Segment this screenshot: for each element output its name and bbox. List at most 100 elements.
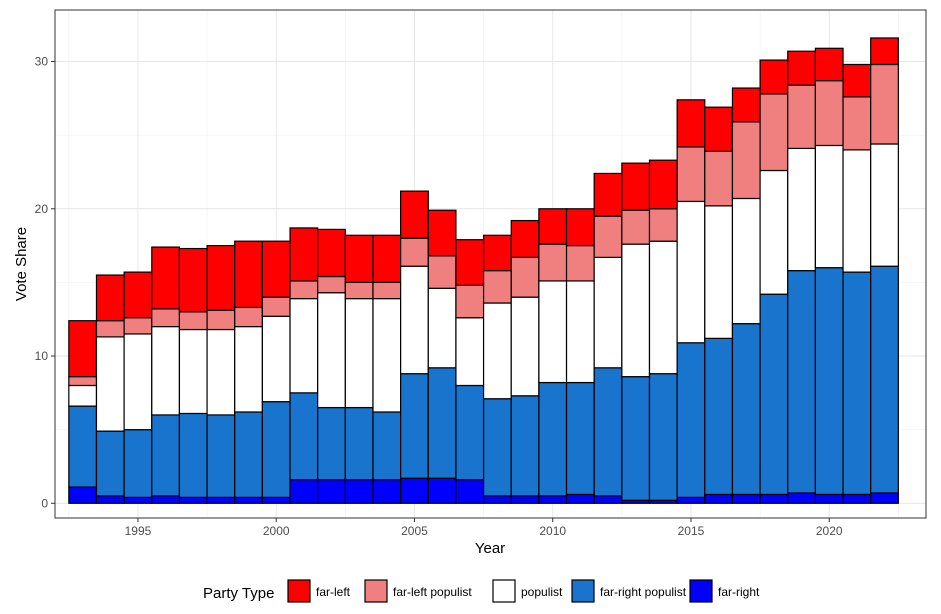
bar-segment-far-left-populist [593,215,623,258]
bar-segment-far-right-populist [731,323,761,496]
bar-segment-far-left-populist [344,281,374,300]
bar-segment-far-left-populist [317,275,346,294]
bar-segment-far-right [178,496,208,504]
bar-segment-far-left [787,50,816,86]
bar-segment-far-left [676,99,706,148]
bar-segment-far-left [510,219,540,258]
bar-segment-far-left-populist [731,121,761,200]
bar-segment-populist [261,315,291,403]
bar-segment-far-left [372,234,402,284]
bar-segment-populist [123,333,153,431]
bar-segment-far-right [814,493,844,504]
bar-segment-far-left [482,234,512,272]
bar-segment-far-right-populist [400,373,429,479]
bar-segment-populist [787,147,816,272]
bar-segment-far-right-populist [759,293,789,496]
legend-key-far-left-populist [364,579,388,603]
bar-segment-populist [151,325,181,416]
legend: Party Type far-left far-left populist popu… [203,579,760,603]
bar-segment-far-left-populist [123,317,153,335]
bar-segment-populist [621,243,651,378]
bar-segment-far-left [621,162,651,211]
legend-title: Party Type [203,585,274,602]
bar-segment-populist [842,149,872,273]
x-tick-label: 2010 [539,524,566,538]
bar-segment-far-right [870,492,899,504]
bar-segment-populist [482,302,512,400]
bar-segment-far-left-populist [538,243,568,282]
bar-segment-far-left [842,63,872,98]
bar-segment-far-right-populist [704,337,734,496]
x-tick-label: 2015 [678,524,705,538]
bar-segment-far-left-populist [704,150,734,207]
bar-segment-far-right [123,496,153,504]
bar-segment-far-right-populist [151,414,181,497]
x-tick-label: 1995 [125,524,152,538]
bar-segment-populist [317,292,346,409]
bar-segment-far-right-populist [344,406,374,481]
legend-label-far-left: far-left [316,585,351,599]
bar-segment-far-right-populist [676,342,706,498]
bar-segment-populist [814,144,844,269]
bar-segment-far-left-populist [565,244,595,282]
bar-segment-far-left [427,209,457,257]
bar-segment-far-left-populist [400,237,429,267]
y-tick-label: 20 [35,202,49,216]
bar-segment-far-left [261,240,291,298]
bar-segment-populist [731,197,761,325]
bar-segment-far-left-populist [787,84,816,150]
bar-segment-far-right [565,493,595,504]
bar-segment-populist [870,143,899,267]
x-tick-label: 2020 [816,524,843,538]
bar-segment-far-left-populist [151,308,181,328]
bar-segment-far-right [510,495,540,504]
bar-segment-far-left-populist [178,311,208,331]
bar-segment-far-left [648,159,678,210]
bar-segment-far-right-populist [261,401,291,498]
bar-segment-far-left [870,37,899,66]
bar-segment-far-left [400,190,429,239]
legend-key-far-right-populist [571,579,595,603]
legend-key-far-left [287,579,311,603]
x-axis-title: Year [475,540,505,557]
bar-segment-far-right [95,495,125,504]
bar-segment-far-right-populist [206,414,236,498]
bar-segment-far-left [178,247,208,313]
bar-segment-far-right [206,496,236,504]
legend-label-far-right-populist: far-right populist [600,585,687,599]
bar-segment-populist [372,298,402,413]
bar-segment-far-right-populist [482,398,512,497]
bar-segment-populist [289,298,319,394]
bar-segment-far-right-populist [842,271,872,496]
bar-segment-far-left [289,227,319,282]
bar-segment-far-right [455,479,485,504]
bar-segment-far-left [234,240,263,309]
bar-segment-far-left-populist [68,376,98,387]
bar-segment-populist [759,169,789,295]
bar-segment-far-left-populist [510,256,540,298]
bar-segment-far-right [289,479,319,504]
y-tick-label: 30 [35,55,49,69]
bar-segment-far-right [731,493,761,504]
bar-segment-far-left-populist [95,320,125,338]
bar-segment-populist [68,384,98,407]
bar-segment-far-right-populist [621,376,651,501]
bar-segment-far-right-populist [870,265,899,494]
bar-segment-far-left [814,47,844,82]
bar-segment-far-right [317,479,346,504]
bar-segment-far-right [400,477,429,504]
bar-segment-far-right [538,495,568,504]
bar-segment-far-right-populist [372,411,402,481]
legend-key-far-right [689,579,713,603]
bar-segment-far-left-populist [482,270,512,304]
bar-segment-far-right-populist [123,429,153,498]
bar-segment-far-left-populist [870,63,899,145]
bar-segment-far-left-populist [206,309,236,331]
bar-segment-far-right-populist [234,411,263,498]
bar-segment-far-right-populist [787,270,816,494]
bar-segment-populist [344,298,374,409]
bar-segment-far-left-populist [234,306,263,328]
bar-segment-far-right-populist [814,267,844,496]
bar-segment-far-right-populist [317,406,346,481]
bar-segment-populist [593,256,623,369]
